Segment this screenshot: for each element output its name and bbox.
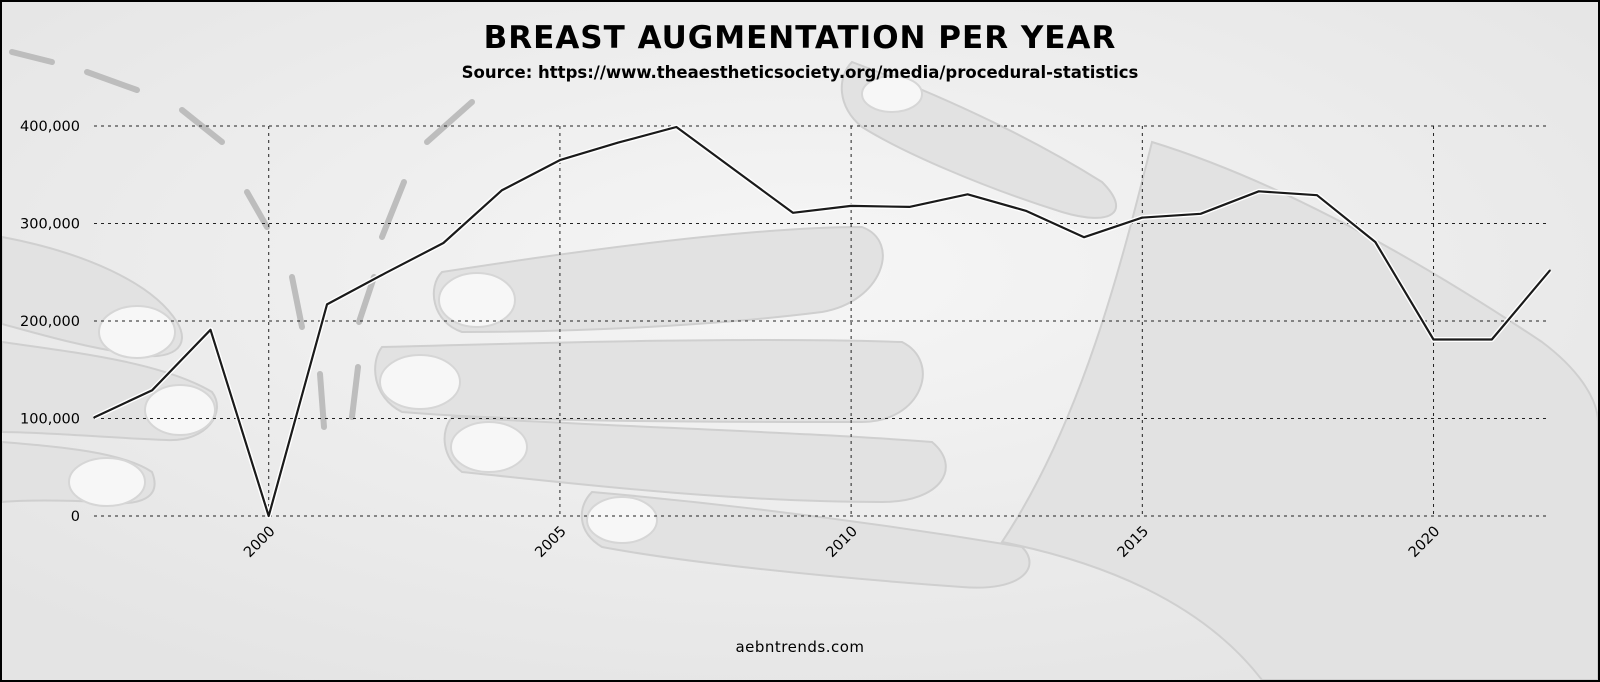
marker-dashes — [9, 49, 475, 430]
y-tick-label: 300,000 — [20, 217, 80, 233]
data-point — [384, 272, 387, 275]
data-point — [792, 211, 794, 214]
x-tick-label: 2005 — [532, 524, 569, 561]
data-point — [559, 159, 561, 161]
chart-title: BREAST AUGMENTATION PER YEAR — [483, 20, 1117, 56]
series-line — [93, 125, 1551, 518]
nail-shapes — [68, 75, 923, 544]
chart-subtitle: Source: https://www.theaestheticsociety.… — [461, 63, 1139, 82]
data-point — [1374, 241, 1377, 243]
hand-shapes — [2, 60, 1598, 680]
x-tick-label: 2015 — [1115, 524, 1152, 561]
data-point — [850, 205, 852, 207]
data-point — [1199, 212, 1202, 215]
y-tick-label: 400,000 — [20, 119, 80, 135]
data-point — [675, 126, 678, 128]
data-point — [267, 515, 270, 517]
data-point — [326, 303, 328, 306]
data-point — [1141, 216, 1144, 219]
gridlines — [94, 125, 1550, 517]
y-tick-label: 100,000 — [20, 412, 80, 428]
data-point — [1025, 210, 1027, 212]
x-tick-label: 2000 — [241, 524, 278, 561]
data-point — [966, 193, 969, 196]
data-point — [1258, 190, 1260, 193]
data-point — [442, 242, 445, 244]
x-tick-label: 2020 — [1406, 524, 1443, 561]
data-point — [1549, 269, 1551, 272]
series-layer — [92, 124, 1552, 519]
y-tick-label: 200,000 — [20, 314, 80, 330]
y-axis-ticks: 0 100,000 200,000 300,000 400,000 — [20, 119, 80, 525]
data-point — [617, 141, 619, 144]
data-point — [1083, 236, 1085, 238]
y-tick-label: 0 — [71, 509, 80, 525]
x-axis-ticks: 2000 2005 2010 2015 2020 — [241, 524, 1443, 561]
data-point — [1432, 338, 1435, 341]
data-point — [733, 169, 736, 171]
data-point — [93, 416, 95, 419]
data-point — [209, 328, 212, 331]
data-point — [151, 389, 154, 392]
data-point — [500, 189, 503, 192]
x-tick-label: 2010 — [824, 524, 861, 561]
data-point — [1490, 338, 1493, 341]
footer-credit: aebntrends.com — [735, 638, 865, 656]
data-point — [1316, 194, 1318, 197]
data-point — [908, 206, 911, 208]
